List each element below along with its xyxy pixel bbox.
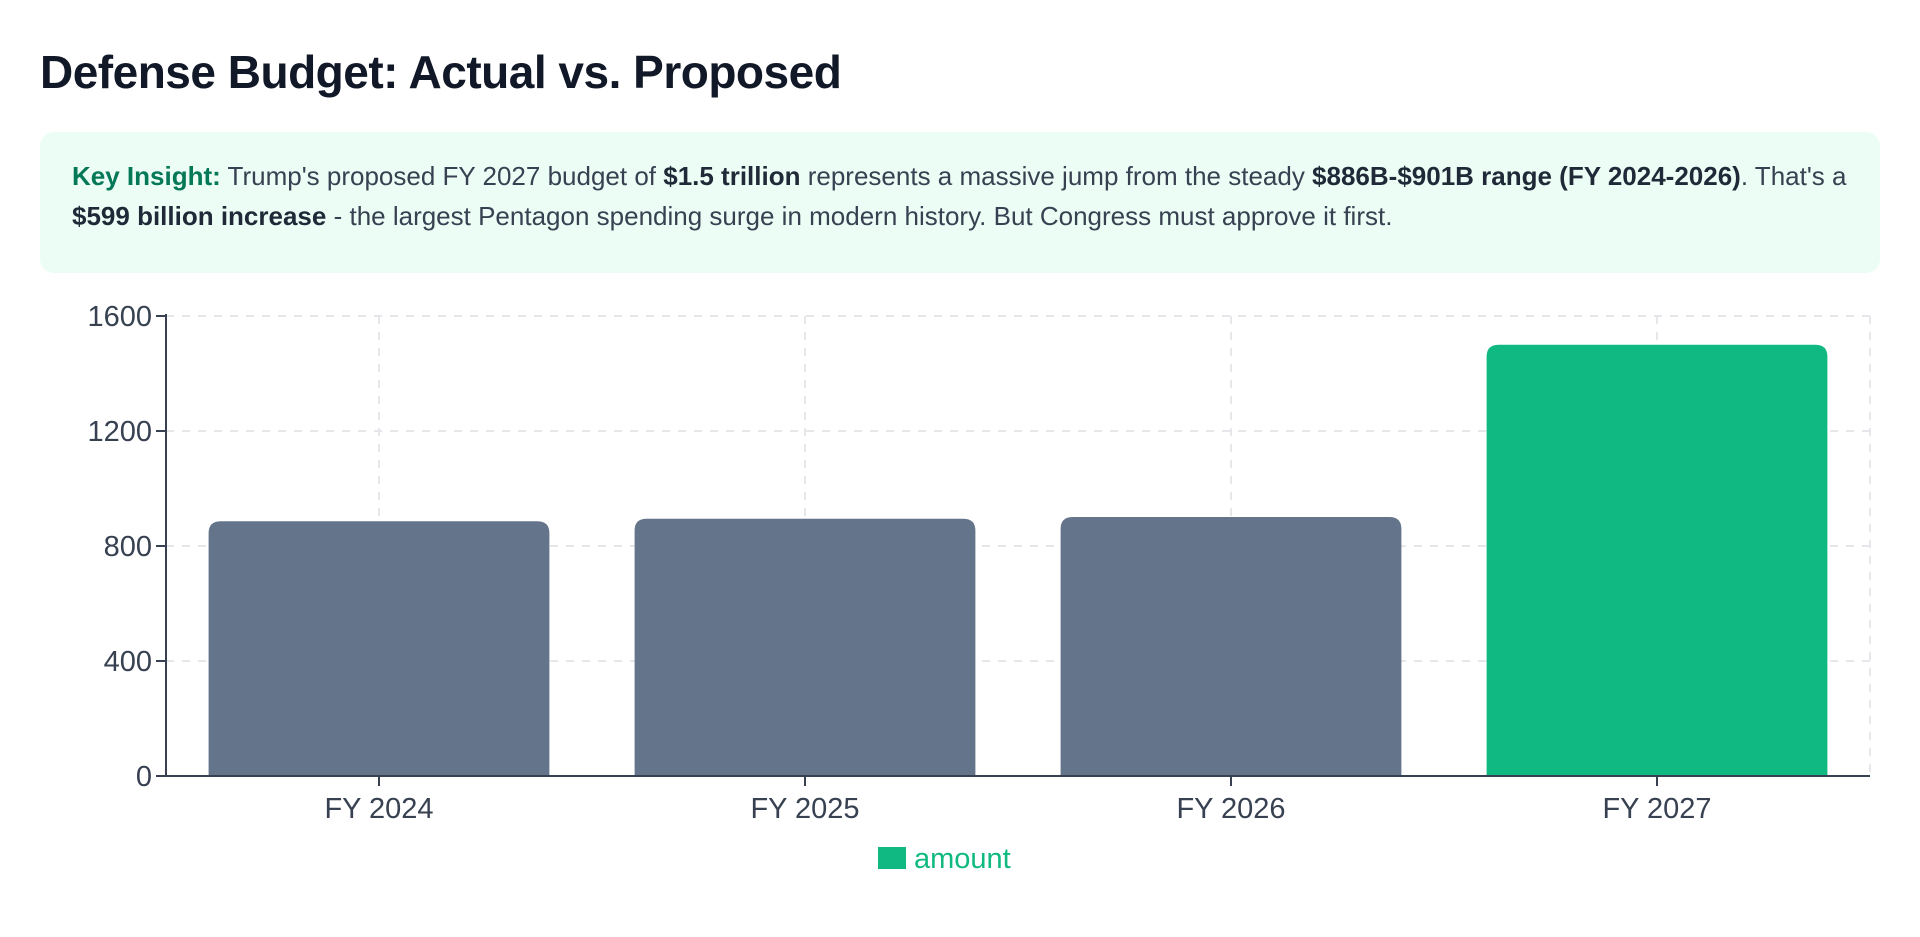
insight-text-4: - the largest Pentagon spending surge in…	[326, 201, 1393, 231]
bar-fy-2025	[634, 518, 976, 776]
x-tick-label: FY 2026	[1176, 793, 1285, 825]
x-tick-label: FY 2025	[750, 793, 859, 825]
insight-bold-2: $886B-$901B range (FY 2024-2026)	[1312, 161, 1741, 191]
y-tick-label: 1200	[87, 416, 152, 448]
insight-text-3: . That's a	[1740, 161, 1847, 191]
legend-swatch	[878, 847, 906, 869]
key-insight-box: Key Insight: Trump's proposed FY 2027 bu…	[40, 132, 1880, 273]
y-tick-label: 0	[136, 761, 152, 793]
insight-text-2: represents a massive jump from the stead…	[800, 161, 1313, 191]
insight-text-1: Trump's proposed FY 2027 budget of	[220, 161, 664, 191]
bar-fy-2026	[1060, 516, 1402, 776]
bar-fy-2027	[1486, 344, 1828, 776]
x-tick-label: FY 2027	[1602, 793, 1711, 825]
legend-label: amount	[914, 843, 1011, 875]
x-tick-label: FY 2024	[324, 793, 433, 825]
page-title: Defense Budget: Actual vs. Proposed	[40, 46, 842, 98]
y-tick-label: 800	[104, 531, 152, 563]
chart-svg: 0 400 800 1200 1600 FY 2024 FY 2025 FY 2026 FY 2…	[87, 301, 1871, 875]
insight-bold-3: $599 billion increase	[72, 201, 327, 231]
bar-chart: 0 400 800 1200 1600 FY 2024 FY 2025 FY 2026 FY 2…	[0, 290, 1920, 890]
y-tick-label: 1600	[87, 301, 152, 333]
key-insight-label: Key Insight:	[72, 161, 221, 191]
y-tick-label: 400	[104, 646, 152, 678]
bar-fy-2024	[208, 521, 550, 776]
insight-bold-1: $1.5 trillion	[663, 161, 801, 191]
